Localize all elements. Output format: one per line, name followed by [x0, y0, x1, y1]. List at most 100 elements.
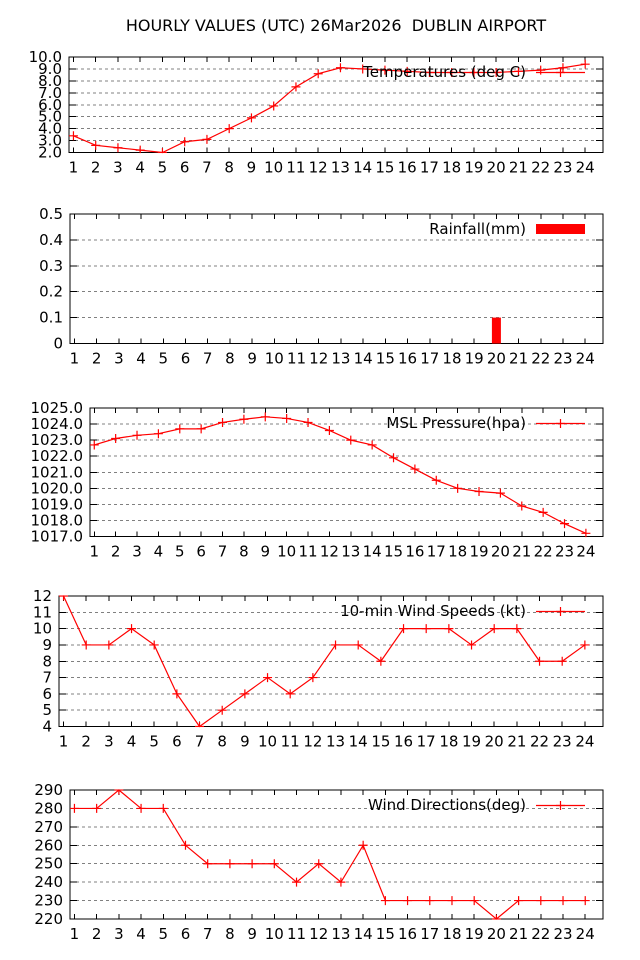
- data-point-marker: [285, 689, 295, 699]
- x-tick-label: 3: [132, 543, 142, 561]
- data-point-marker: [580, 640, 590, 650]
- data-point-marker: [513, 66, 523, 76]
- x-tick-label: 22: [531, 925, 550, 943]
- x-tick-label: 4: [135, 159, 145, 177]
- legend-sample-marker: [556, 607, 565, 616]
- data-point-marker: [581, 528, 591, 538]
- x-tick-label: 21: [509, 159, 528, 177]
- x-tick-label: 9: [247, 159, 257, 177]
- legend-sample-box: [536, 224, 585, 234]
- x-tick-label: 12: [309, 350, 328, 368]
- data-point-marker: [421, 624, 431, 634]
- y-tick-label: 280: [34, 799, 63, 817]
- data-point-marker: [336, 877, 346, 887]
- x-tick-label: 16: [405, 543, 424, 561]
- x-tick-label: 20: [485, 733, 504, 751]
- data-point-marker: [157, 148, 167, 154]
- y-tick-label: 2.0: [38, 144, 62, 162]
- data-point-marker: [303, 417, 313, 427]
- data-point-marker: [195, 722, 205, 728]
- data-point-marker: [358, 64, 368, 74]
- data-point-marker: [538, 507, 548, 517]
- data-point-marker: [91, 140, 101, 150]
- x-tick-label: 7: [203, 350, 213, 368]
- y-tick-label: 1021.0: [31, 463, 84, 481]
- data-point-marker: [410, 464, 420, 474]
- x-tick-label: 14: [363, 543, 382, 561]
- x-tick-label: 8: [224, 159, 234, 177]
- x-tick-label: 10: [265, 350, 284, 368]
- data-point-marker: [402, 66, 412, 76]
- y-tick-label: 0.1: [39, 309, 63, 327]
- data-point-marker: [149, 640, 159, 650]
- data-point-marker: [90, 440, 99, 450]
- x-tick-label: 22: [534, 543, 553, 561]
- x-tick-label: 2: [81, 733, 91, 751]
- data-point-marker: [474, 487, 484, 497]
- x-tick-label: 8: [225, 925, 235, 943]
- x-tick-label: 6: [196, 543, 206, 561]
- x-tick-label: 2: [92, 925, 102, 943]
- x-tick-label: 21: [507, 733, 526, 751]
- data-point-marker: [196, 424, 206, 434]
- data-point-marker: [240, 689, 250, 699]
- data-point-marker: [558, 896, 568, 906]
- y-tick-label: 5: [42, 701, 52, 719]
- x-tick-label: 21: [512, 543, 531, 561]
- y-tick-label: 8.0: [38, 72, 62, 90]
- series-line: [94, 416, 587, 534]
- y-tick-label: 1025.0: [31, 399, 84, 417]
- x-tick-label: 3: [114, 925, 124, 943]
- data-point-marker: [389, 453, 399, 463]
- legend-sample-marker: [556, 801, 565, 810]
- x-tick-label: 18: [442, 159, 461, 177]
- data-point-marker: [104, 640, 114, 650]
- data-point-marker: [424, 68, 434, 78]
- data-point-marker: [114, 789, 124, 795]
- data-point-marker: [403, 896, 413, 906]
- x-tick-label: 15: [371, 733, 390, 751]
- legend-sample-marker: [556, 68, 565, 77]
- x-tick-label: 5: [159, 350, 169, 368]
- legend-label: Temperatures (deg C): [362, 63, 526, 81]
- x-tick-label: 12: [309, 159, 328, 177]
- data-point-marker: [175, 424, 185, 434]
- x-tick-label: 18: [442, 925, 461, 943]
- legend-label: MSL Pressure(hpa): [386, 414, 526, 432]
- data-point-marker: [514, 896, 524, 906]
- msl-pressure-chart: 1 2 3 4 5 6 7 8 9 10 11 12 13 14 15 16 17 18 19 20 21 22 23 241…: [31, 399, 604, 561]
- x-tick-label: 24: [576, 350, 595, 368]
- data-point-marker: [246, 113, 256, 123]
- y-tick-label: 5.0: [38, 108, 62, 126]
- x-tick-label: 11: [287, 925, 306, 943]
- x-tick-label: 17: [427, 543, 446, 561]
- x-tick-label: 22: [531, 159, 550, 177]
- x-tick-label: 1: [70, 350, 80, 368]
- data-point-marker: [517, 501, 527, 511]
- x-tick-label: 3: [113, 159, 123, 177]
- data-point-marker: [536, 65, 546, 75]
- legend-label: Rainfall(mm): [429, 220, 526, 238]
- data-point-marker: [335, 63, 345, 73]
- data-point-marker: [376, 656, 386, 666]
- x-tick-label: 14: [354, 925, 373, 943]
- data-point-marker: [158, 803, 168, 813]
- x-tick-label: 13: [341, 543, 360, 561]
- data-point-marker: [282, 413, 292, 423]
- x-tick-label: 23: [553, 159, 572, 177]
- y-tick-label: 7: [42, 669, 52, 687]
- x-tick-label: 1: [59, 733, 69, 751]
- x-tick-label: 23: [553, 733, 572, 751]
- y-tick-label: 250: [34, 855, 63, 873]
- x-tick-label: 11: [287, 350, 306, 368]
- y-tick-label: 6.0: [38, 96, 62, 114]
- msl-pressure-series: [90, 412, 591, 538]
- data-point-marker: [444, 624, 454, 634]
- x-tick-label: 10: [264, 159, 283, 177]
- x-tick-label: 16: [398, 159, 417, 177]
- data-point-marker: [447, 68, 457, 78]
- data-point-marker: [512, 624, 522, 634]
- x-tick-label: 23: [553, 925, 572, 943]
- x-tick-label: 8: [225, 350, 235, 368]
- x-tick-label: 16: [394, 733, 413, 751]
